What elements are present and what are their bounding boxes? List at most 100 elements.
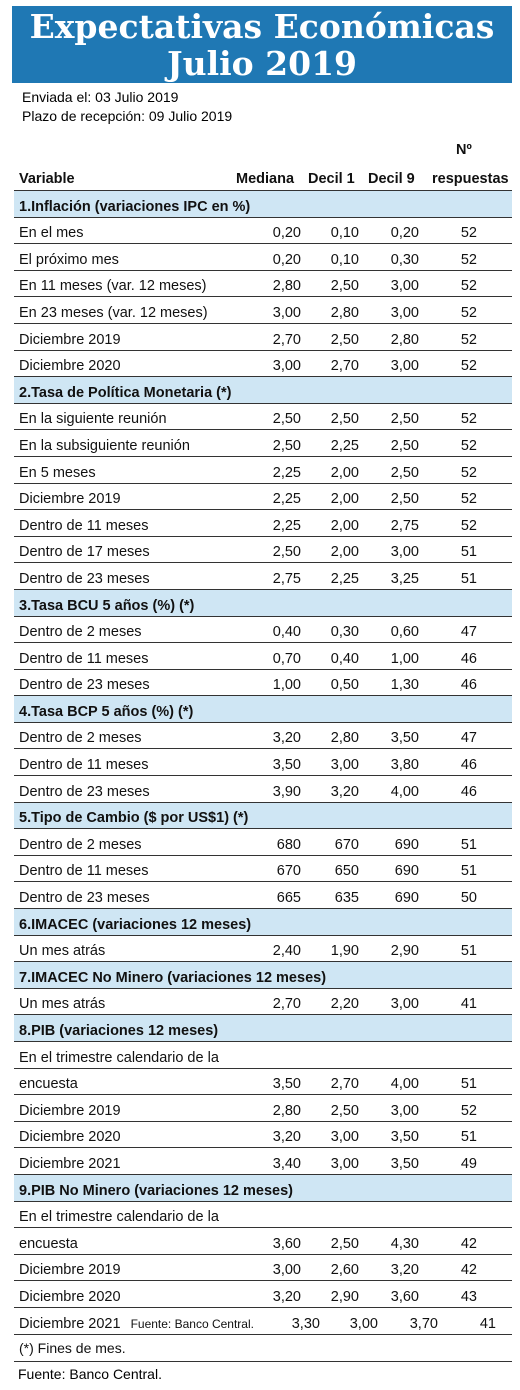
cell-decil1: 2,20 <box>330 996 359 1013</box>
row-label: Dentro de 2 meses <box>14 730 235 746</box>
cell-decil1: 1,90 <box>330 943 359 960</box>
cell-respuestas: 46 <box>460 650 477 667</box>
cell-decil1: 2,00 <box>330 464 359 481</box>
cell-decil1: 3,00 <box>330 1129 359 1146</box>
row-label: Diciembre 2019 <box>14 1262 235 1278</box>
cell-respuestas: 52 <box>460 251 477 268</box>
row-label-text: Dentro de 2 meses <box>19 836 142 853</box>
table-header: Variable Mediana Decil 1 Decil 9 Nº resp… <box>14 140 512 191</box>
table-row: Dentro de 23 meses 665 635 690 50 <box>14 882 512 910</box>
cell-respuestas: 42 <box>460 1235 477 1252</box>
table-row: Diciembre 2020 3,00 2,70 3,00 52 <box>14 351 512 378</box>
cell-mediana: 2,70 <box>272 996 301 1013</box>
cell-respuestas: 50 <box>460 890 477 907</box>
cell-mediana: 680 <box>276 836 301 853</box>
cell-mediana: 3,90 <box>272 783 301 800</box>
cell-decil9: 1,00 <box>390 650 419 667</box>
col-decil9: Decil 9 <box>368 171 415 187</box>
table-row: En 23 meses (var. 12 meses) 3,00 2,80 3,00 5… <box>14 297 512 324</box>
row-label-text: encuesta <box>19 1235 78 1252</box>
table-row: Diciembre 2019 3,00 2,60 3,20 42 <box>14 1255 512 1282</box>
cell-decil1: 2,90 <box>330 1288 359 1305</box>
row-label-text: Diciembre 2020 <box>19 1129 121 1146</box>
cell-decil9: 0,20 <box>390 225 419 242</box>
row-label-text: encuesta <box>19 1076 78 1093</box>
cell-decil9: 2,50 <box>390 437 419 454</box>
row-label: Dentro de 23 meses <box>14 571 235 587</box>
expectations-table: Variable Mediana Decil 1 Decil 9 Nº resp… <box>14 140 512 1362</box>
cell-decil9: 2,80 <box>390 331 419 348</box>
cell-decil9: 2,50 <box>390 464 419 481</box>
row-label: Diciembre 2021 Fuente: Banco Central. <box>14 1316 254 1332</box>
cell-mediana: 2,70 <box>272 331 301 348</box>
col-n-line1: Nº <box>456 142 472 158</box>
row-label-text: Un mes atrás <box>19 943 106 960</box>
cell-respuestas: 51 <box>460 1076 477 1093</box>
section-title: 3.Tasa BCU 5 años (%) (*) <box>19 597 195 614</box>
cell-mediana: 3,60 <box>272 1235 301 1252</box>
row-label-text: Diciembre 2019 <box>19 1102 121 1119</box>
cell-decil9: 3,00 <box>390 1102 419 1119</box>
row-label: Dentro de 11 meses <box>14 863 235 879</box>
cell-mediana: 3,20 <box>272 730 301 747</box>
table-row: Diciembre 2020 3,20 3,00 3,50 51 <box>14 1122 512 1149</box>
table-row: Diciembre 2021 Fuente: Banco Central. 3,30… <box>14 1308 512 1335</box>
row-label-text: Dentro de 2 meses <box>19 624 142 641</box>
table-row: El próximo mes 0,20 0,10 0,30 52 <box>14 244 512 271</box>
cell-respuestas: 51 <box>460 836 477 853</box>
row-label: encuesta <box>14 1236 235 1252</box>
table-row: Diciembre 2019 2,70 2,50 2,80 52 <box>14 324 512 351</box>
cell-decil9: 0,60 <box>390 624 419 641</box>
section-header: 1.Inflación (variaciones IPC en %) <box>14 191 512 218</box>
table-row: Diciembre 2020 3,20 2,90 3,60 43 <box>14 1281 512 1308</box>
section-title: 7.IMACEC No Minero (variaciones 12 meses… <box>19 969 327 986</box>
cell-mediana: 2,25 <box>272 517 301 534</box>
section-title: 1.Inflación (variaciones IPC en %) <box>19 198 251 215</box>
row-label-text: Dentro de 23 meses <box>19 890 150 907</box>
cell-respuestas: 49 <box>460 1155 477 1172</box>
cell-decil1: 650 <box>334 863 359 880</box>
row-label: En la subsiguiente reunión <box>14 438 235 454</box>
cell-respuestas: 52 <box>460 437 477 454</box>
row-label-text: Dentro de 11 meses <box>19 650 149 667</box>
row-label: Dentro de 17 meses <box>14 544 235 560</box>
cell-decil1: 2,50 <box>330 278 359 295</box>
cell-decil9: 3,60 <box>390 1288 419 1305</box>
cell-decil9: 3,70 <box>409 1315 438 1332</box>
row-label-text: En la subsiguiente reunión <box>19 437 190 454</box>
source-note: Fuente: Banco Central. <box>18 1366 162 1382</box>
table-row: Dentro de 11 meses 670 650 690 51 <box>14 856 512 883</box>
cell-decil1: 2,70 <box>330 358 359 375</box>
col-n-line2: respuestas <box>432 171 509 187</box>
row-label: Un mes atrás <box>14 943 235 959</box>
row-label-text: Dentro de 23 meses <box>19 570 150 587</box>
cell-respuestas: 51 <box>460 544 477 561</box>
col-decil1: Decil 1 <box>308 171 355 187</box>
cell-mediana: 3,50 <box>272 1076 301 1093</box>
cell-mediana: 2,75 <box>272 570 301 587</box>
cell-mediana: 665 <box>276 890 301 907</box>
cell-mediana: 3,50 <box>272 757 301 774</box>
cell-respuestas: 52 <box>460 464 477 481</box>
row-label-text: Diciembre 2019 <box>19 491 121 508</box>
row-label-text: En el trimestre calendario de la <box>19 1209 219 1226</box>
table-row: En la subsiguiente reunión 2,50 2,25 2,50 52 <box>14 430 512 457</box>
cell-decil9: 690 <box>394 836 419 853</box>
cell-respuestas: 42 <box>460 1262 477 1279</box>
section-title: 8.PIB (variaciones 12 meses) <box>19 1023 219 1039</box>
row-label-text: Diciembre 2019 <box>19 331 121 348</box>
cell-mediana: 2,50 <box>272 411 301 428</box>
row-label-text: Diciembre 2020 <box>19 358 121 375</box>
table-row: encuesta 3,50 2,70 4,00 51 <box>14 1069 512 1096</box>
cell-mediana: 670 <box>276 863 301 880</box>
cell-respuestas: 52 <box>460 411 477 428</box>
row-label-text: Dentro de 23 meses <box>19 677 150 694</box>
row-label: Diciembre 2021 <box>14 1156 235 1172</box>
section-header: 5.Tipo de Cambio ($ por US$1) (*) <box>14 802 512 830</box>
row-label: Diciembre 2020 <box>14 358 235 374</box>
sent-date: Enviada el: 03 Julio 2019 <box>22 89 179 105</box>
row-label: Dentro de 23 meses <box>14 890 235 906</box>
table-row: Dentro de 2 meses 680 670 690 51 <box>14 829 512 856</box>
table-row: Dentro de 11 meses 2,25 2,00 2,75 52 <box>14 510 512 537</box>
cell-respuestas: 52 <box>460 331 477 348</box>
